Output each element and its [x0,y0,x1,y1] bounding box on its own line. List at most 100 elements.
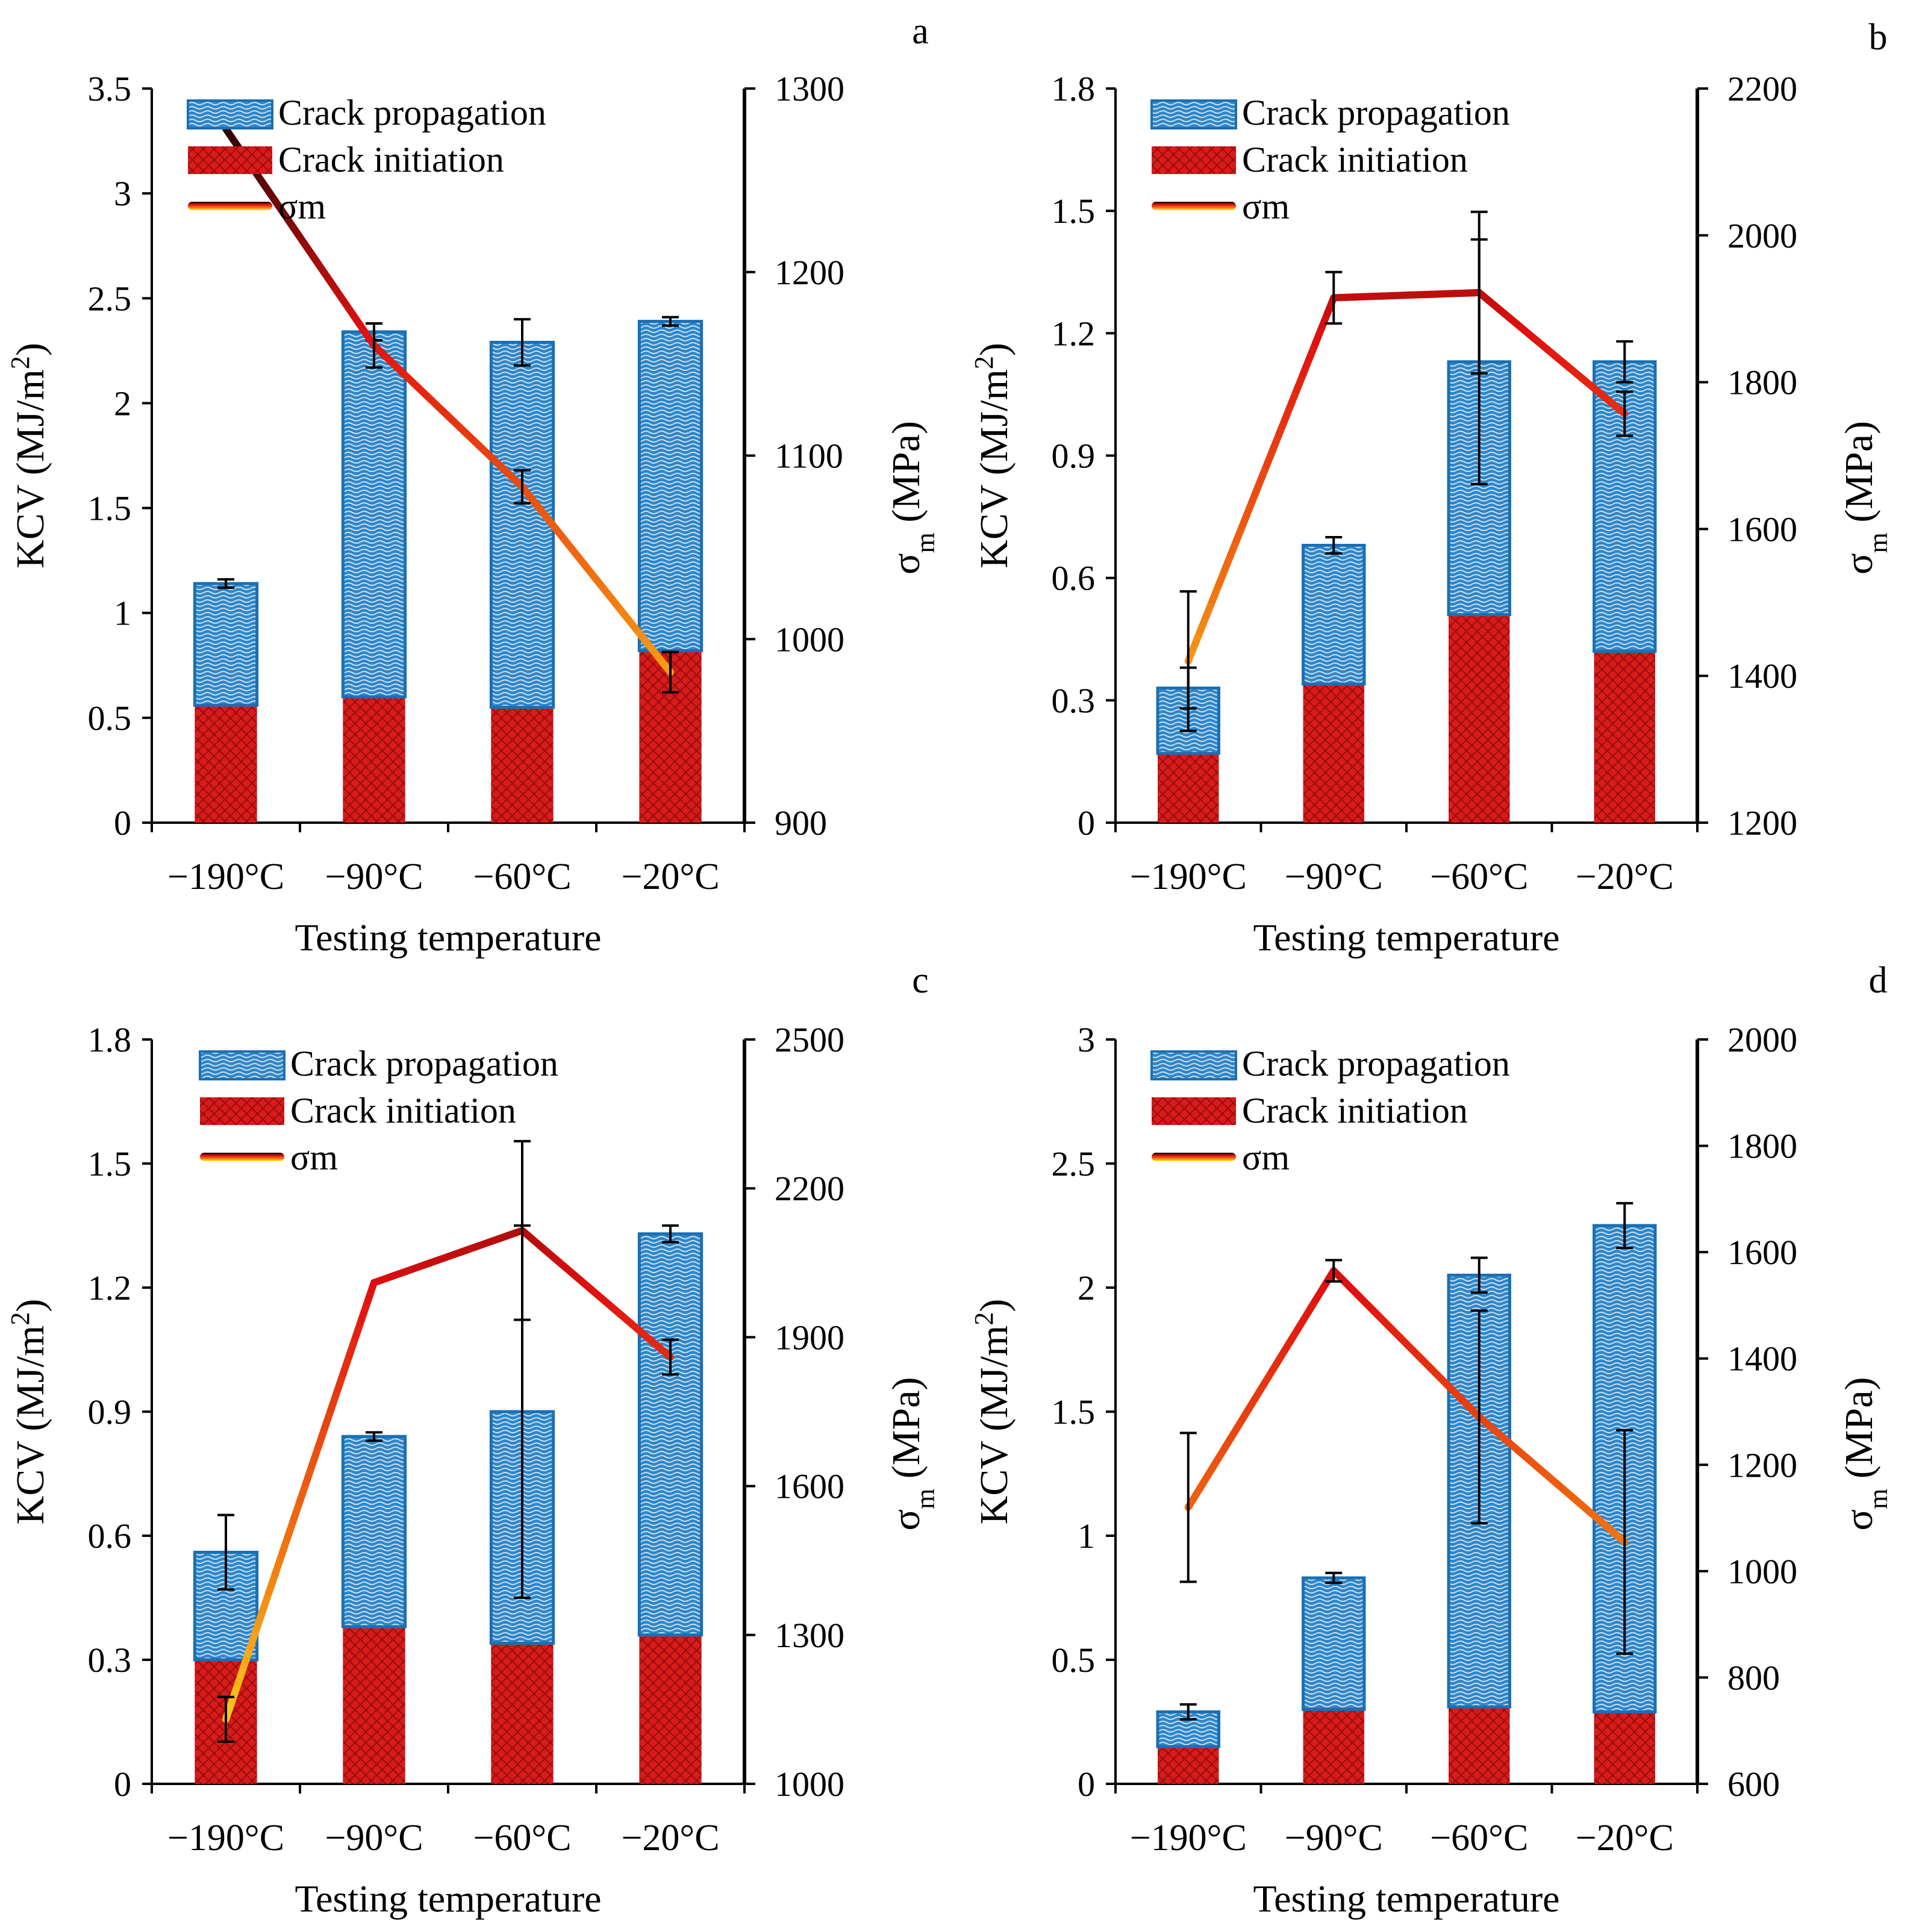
legend-label-propagation: Crack propagation [290,1044,558,1083]
legend-label-propagation: Crack propagation [278,93,546,132]
y2-axis-label-main: σ [1837,553,1881,575]
y-axis-label-main: KCV (MJ/m [972,369,1016,569]
legend-swatch-sigma [200,1153,284,1161]
y2-axis-label-tail: (MPa) [1837,1377,1881,1489]
y-tick-label: 1.8 [1052,69,1096,108]
y2-tick-label: 1400 [1727,656,1797,696]
y-axis-label: KCV (MJ/m2) [969,343,1017,569]
y-axis-label-sup: 2 [969,1312,999,1326]
bar-crack-initiation [1449,1707,1510,1784]
bar-crack-propagation [489,340,555,709]
y2-tick-label: 2000 [1727,216,1797,255]
x-tick-label: −90°C [325,1818,423,1859]
panel-letter: d [1869,960,1888,1001]
y2-axis-label-tail: (MPa) [1837,421,1881,532]
legend-swatch-propagation [199,1050,286,1080]
y-tick-label: 1.5 [88,489,132,528]
y-tick-label: 0 [114,1765,131,1804]
legend-swatch-initiation [200,1097,284,1125]
y-tick-label: 0 [114,803,131,843]
legend-swatch-propagation [187,99,273,129]
x-tick-label: −20°C [621,856,719,897]
bar-crack-propagation [341,330,407,699]
y-tick-label: 2 [1078,1268,1095,1307]
y2-tick-label: 1000 [1727,1552,1797,1591]
x-tick-label: −60°C [1430,1818,1528,1859]
y2-tick-label: 1200 [1727,1445,1797,1485]
bar-crack-propagation [637,320,704,652]
legend-label-propagation: Crack propagation [1242,93,1510,132]
legend-swatch-initiation [1152,146,1236,174]
legend: Crack propagation Crack initiation σm [199,1044,558,1177]
y2-tick-label: 1800 [1727,1127,1797,1166]
y-tick-label: 0.5 [1052,1641,1096,1680]
legend-label-sigma: σm [1242,1138,1290,1177]
y-tick-label: 1.5 [88,1144,132,1183]
bar-crack-propagation [1302,1576,1366,1711]
y-axis-label-sup: 2 [969,356,999,369]
y-tick-label: 1.5 [1052,192,1096,231]
legend-label-propagation: Crack propagation [1242,1044,1510,1083]
y-tick-label: 1 [1078,1516,1095,1556]
y2-tick-label: 800 [1727,1658,1780,1697]
y-tick-label: 1.8 [88,1020,132,1059]
bar-crack-propagation [341,1435,407,1628]
y-tick-label: 3.5 [88,69,132,108]
y2-tick-label: 2200 [775,1169,844,1208]
y-tick-label: 2.5 [88,279,132,318]
y-axis-label-tail: ) [972,1299,1016,1312]
y2-axis-label-main: σ [1837,1509,1881,1531]
y-tick-label: 1.2 [1052,314,1096,353]
y-axis-label-main: KCV (MJ/m [972,1326,1016,1525]
y2-axis-label-sub: m [1864,1489,1893,1509]
y2-axis-label-main: σ [884,553,928,575]
y-tick-label: 0.3 [88,1641,132,1680]
bar-crack-initiation [1594,1712,1655,1784]
y2-axis-label: σm (MPa) [1837,1377,1893,1531]
bar-crack-propagation [1302,543,1366,686]
legend: Crack propagation Crack initiation σm [1150,93,1510,226]
y-tick-label: 0.6 [1052,559,1096,598]
x-tick-label: −190°C [167,856,284,897]
y2-tick-label: 1900 [775,1318,844,1357]
legend-swatch-initiation [188,146,272,174]
x-tick-label: −190°C [1130,1818,1247,1859]
x-tick-label: −190°C [167,1818,284,1859]
x-tick-label: −90°C [1285,1818,1383,1859]
x-tick-label: −60°C [473,856,571,897]
y-axis-label-sup: 2 [5,1312,35,1326]
legend-swatch-sigma [1152,1153,1236,1161]
chart-panel-c: c 0 0.3 0.6 0.9 1.2 1.5 1.8 1000 1300 1600 1900 2200… [5,960,940,1920]
y-tick-label: 2.5 [1052,1144,1096,1183]
y-axis-label-main: KCV (MJ/m [8,369,52,569]
bar-crack-propagation [193,582,259,707]
y2-tick-label: 1300 [775,1616,844,1655]
legend-swatch-propagation [1150,1050,1237,1080]
y2-axis-label: σm (MPa) [884,421,940,575]
y2-axis-label-sub: m [1864,532,1893,553]
legend-label-initiation: Crack initiation [278,140,504,179]
x-tick-label: −60°C [1430,856,1528,897]
chart-panel-b: b 0 0.3 0.6 0.9 1.2 1.5 1.8 1200 1400 1600 1800 2000… [969,17,1893,959]
y-tick-label: 0.3 [1052,681,1096,720]
y-tick-label: 0.9 [88,1392,132,1432]
x-tick-label: −60°C [473,1818,571,1859]
legend-label-sigma: σm [290,1138,338,1177]
y-tick-label: 3 [1078,1020,1095,1059]
y2-axis-label-sub: m [911,1489,940,1509]
chart-panel-a: a 0 0.5 1 1.5 2 2.5 3 3.5 900 1000 1100 1200 1300 −190… [5,11,940,959]
y2-tick-label: 2500 [775,1020,844,1059]
y-axis-label-sup: 2 [5,356,35,369]
y-tick-label: 1.5 [1052,1392,1096,1432]
y2-axis-label-tail: (MPa) [884,421,928,532]
bar-crack-initiation [343,697,405,823]
legend-label-initiation: Crack initiation [1242,140,1468,179]
y-axis-label: KCV (MJ/m2) [5,1299,53,1525]
legend-label-sigma: σm [278,187,326,226]
y-tick-label: 0.9 [1052,437,1096,476]
legend: Crack propagation Crack initiation σm [187,93,546,226]
y2-axis-label-tail: (MPa) [884,1377,928,1489]
x-tick-label: −20°C [621,1818,719,1859]
y2-tick-label: 1000 [775,1765,844,1804]
